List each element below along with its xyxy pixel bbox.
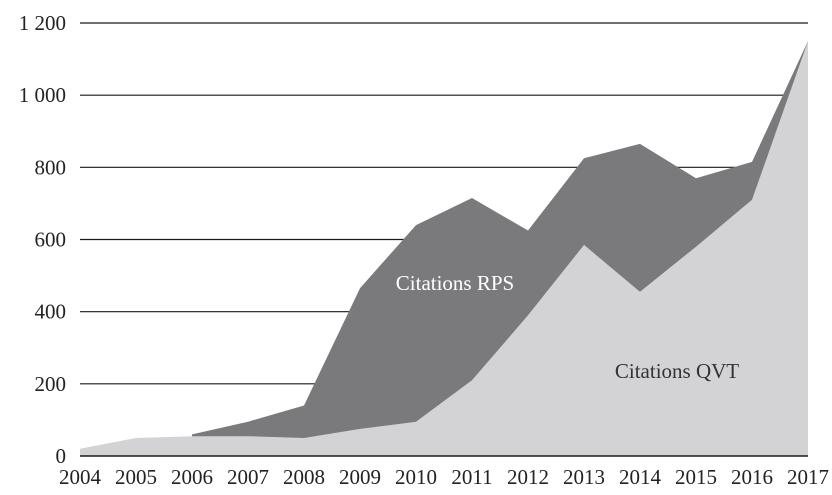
x-tick-label: 2016 <box>731 465 773 489</box>
x-tick-label: 2017 <box>787 465 829 489</box>
x-tick-labels: 2004 2005 2006 2007 2008 2009 2010 2011 2012 2013… <box>59 465 829 489</box>
y-tick-label: 200 <box>35 372 67 396</box>
series-labels: Citations RPS Citations QVT <box>396 271 740 383</box>
x-tick-label: 2011 <box>451 465 492 489</box>
x-tick-label: 2006 <box>171 465 213 489</box>
y-tick-labels: 0 200 400 600 800 1 000 1 200 <box>19 11 66 468</box>
x-tick-label: 2013 <box>563 465 605 489</box>
x-tick-label: 2014 <box>619 465 662 489</box>
series-label-rps: Citations RPS <box>396 271 514 295</box>
series-areas <box>80 41 808 456</box>
series-area-qvt <box>80 41 808 456</box>
y-tick-label: 1 200 <box>19 11 66 35</box>
x-tick-label: 2008 <box>283 465 325 489</box>
y-tick-label: 1 000 <box>19 83 66 107</box>
y-tick-label: 0 <box>56 444 67 468</box>
x-tick-label: 2012 <box>507 465 549 489</box>
x-tick-label: 2004 <box>59 465 102 489</box>
x-tick-label: 2010 <box>395 465 437 489</box>
y-tick-label: 800 <box>35 155 67 179</box>
y-tick-label: 600 <box>35 228 67 252</box>
x-tick-label: 2015 <box>675 465 717 489</box>
x-tick-label: 2005 <box>115 465 157 489</box>
x-tick-label: 2007 <box>227 465 269 489</box>
y-tick-label: 400 <box>35 300 67 324</box>
series-label-qvt: Citations QVT <box>615 359 739 383</box>
x-tick-label: 2009 <box>339 465 381 489</box>
